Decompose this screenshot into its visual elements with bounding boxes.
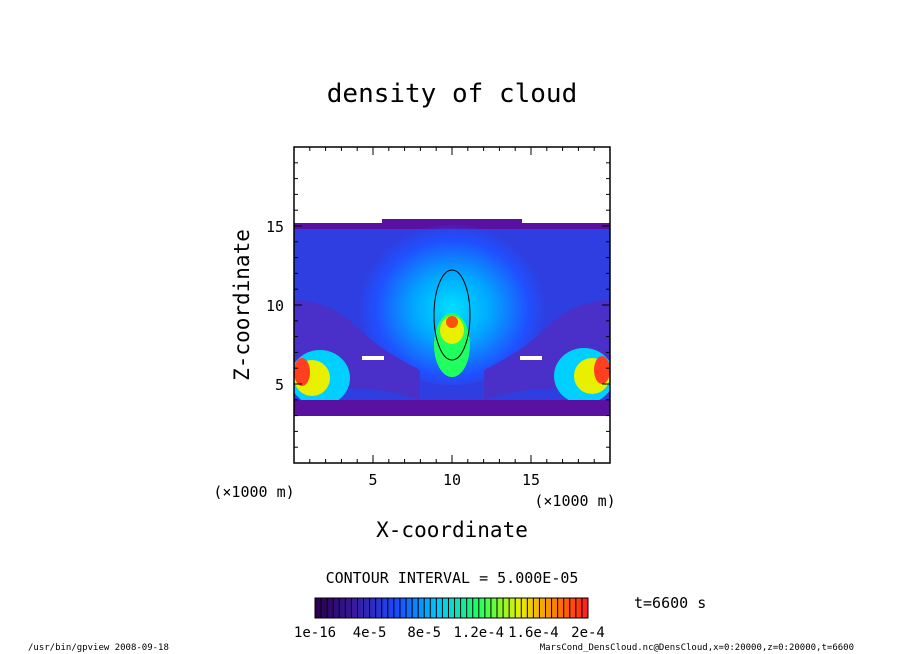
right-cloud-core-high xyxy=(594,356,610,384)
colorbar-tick-label: 1e-16 xyxy=(294,625,336,641)
center-column-mid xyxy=(440,316,464,344)
x-axis-unit-left: (×1000 m) xyxy=(213,483,294,501)
x-axis-label: X-coordinate xyxy=(376,518,528,542)
chart-title: density of cloud xyxy=(327,79,577,109)
x-tick-label: 15 xyxy=(522,471,540,489)
footer-right: MarsCond_DensCloud.nc@DensCloud,x=0:2000… xyxy=(540,643,854,653)
colorbar-tick-label: 1.2e-4 xyxy=(454,625,505,641)
bottom-fringe xyxy=(294,400,610,416)
x-ticks: 5 10 15 xyxy=(309,147,595,489)
center-column-high xyxy=(446,316,458,328)
colorbar-tick-label: 8e-5 xyxy=(407,625,441,641)
colorbar-stripes xyxy=(320,598,583,618)
contour-outer xyxy=(433,269,471,361)
x-tick-label: 10 xyxy=(443,471,461,489)
colorbar-labels: 1e-16 4e-5 8e-5 1.2e-4 1.6e-4 2e-4 xyxy=(294,625,605,641)
footer-left: /usr/bin/gpview 2008-09-18 xyxy=(28,643,169,653)
y-tick-label: 15 xyxy=(266,218,284,236)
y-tick-label: 5 xyxy=(275,376,284,394)
colorbar-tick-label: 1.6e-4 xyxy=(508,625,559,641)
gap-left xyxy=(362,356,384,360)
time-label: t=6600 s xyxy=(634,594,706,612)
colorbar-tick-label: 2e-4 xyxy=(571,625,605,641)
colorbar-tick-label: 4e-5 xyxy=(353,625,387,641)
central-plume xyxy=(357,215,547,385)
y-tick-label: 10 xyxy=(266,297,284,315)
left-cloud-core-high xyxy=(294,358,310,386)
gap-right xyxy=(520,356,542,360)
x-tick-label: 5 xyxy=(368,471,377,489)
y-axis-label: Z-coordinate xyxy=(230,229,254,381)
contour-interval-label: CONTOUR INTERVAL = 5.000E-05 xyxy=(326,569,579,587)
y-ticks: 5 10 15 xyxy=(266,162,610,448)
density-field xyxy=(294,215,610,416)
colorbar xyxy=(314,597,589,619)
x-axis-unit-right: (×1000 m) xyxy=(534,492,615,510)
